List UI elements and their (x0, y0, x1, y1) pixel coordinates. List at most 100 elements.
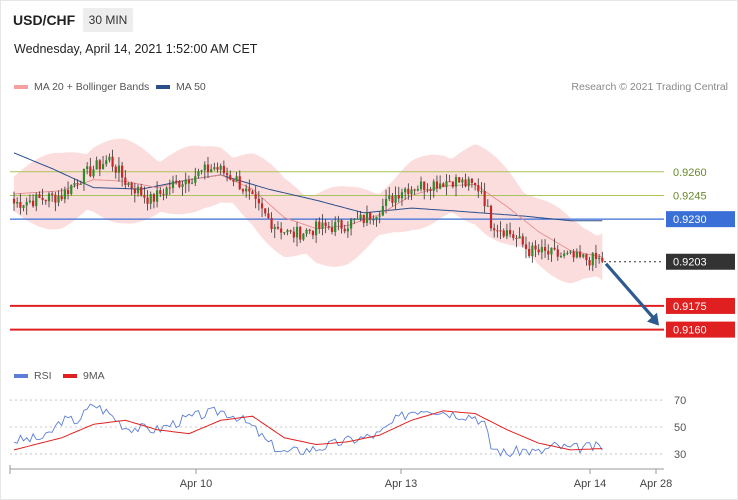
x-tick-label: Apr 10 (180, 478, 212, 490)
candle-body (588, 260, 591, 266)
candle-body (305, 229, 308, 234)
candle-body (25, 202, 28, 206)
candle-body (47, 193, 51, 202)
candle-body (483, 191, 486, 207)
candle-body (171, 180, 175, 189)
candle-body (86, 166, 89, 170)
candle-body (92, 169, 95, 177)
candle-body (127, 182, 130, 186)
candle-body (550, 247, 553, 255)
candle-body (267, 213, 270, 219)
candle-body (260, 203, 264, 209)
candle-body (435, 181, 439, 189)
candle-body (410, 189, 413, 195)
rsi-tick-label: 30 (674, 449, 686, 461)
x-tick-label: Apr 28 (640, 478, 672, 490)
candle-body (54, 194, 57, 203)
candle-body (63, 189, 66, 200)
candle-body (591, 252, 594, 266)
candle-body (461, 179, 464, 183)
candle-body (419, 181, 423, 190)
legend-rsi-label: RSI (34, 370, 52, 382)
candle-body (232, 179, 235, 182)
candle-body (89, 166, 92, 177)
candle-body (264, 208, 267, 214)
candle-body (289, 230, 292, 232)
forecast-arrow-head (647, 312, 659, 326)
candle-body (308, 229, 311, 232)
candle-body (190, 182, 194, 184)
candle-body (133, 188, 136, 194)
candle-body (210, 169, 213, 173)
candle-body (384, 198, 388, 206)
candle-body (372, 219, 375, 221)
candle-body (111, 156, 114, 167)
candle-body (388, 195, 391, 199)
candle-body (543, 247, 547, 251)
candle-body (51, 193, 54, 195)
candle-body (486, 205, 489, 207)
candle-body (149, 194, 152, 204)
candle-body (159, 190, 162, 194)
candle-body (79, 183, 82, 185)
candle-body (563, 253, 566, 256)
candle-body (168, 187, 171, 189)
candle-body (241, 189, 245, 192)
candle-body (556, 249, 559, 257)
candle-body (302, 233, 305, 240)
level-label-0.9175: 0.9175 (673, 301, 707, 313)
research-credit: Research © 2021 Trading Central (571, 81, 728, 93)
candle-body (426, 189, 429, 191)
candle-body (216, 167, 219, 170)
candle-body (270, 218, 273, 230)
candle-body (445, 181, 448, 188)
candle-body (76, 183, 79, 185)
legend-rsi: RSI (14, 370, 52, 382)
x-tick-label: Apr 14 (574, 478, 606, 490)
candle-body (105, 160, 108, 165)
candle-body (251, 191, 254, 195)
candle-body (470, 178, 474, 183)
timeframe-button[interactable]: 30 MIN (83, 8, 133, 32)
candle-body (299, 226, 302, 240)
ma50-swatch (156, 85, 170, 90)
candle-body (451, 181, 454, 187)
candle-body (178, 180, 181, 187)
candle-body (537, 249, 540, 253)
candle-body (534, 245, 537, 250)
candle-body (273, 226, 276, 230)
candle-body (547, 250, 550, 255)
symbol-title: USD/CHF (13, 12, 76, 28)
candle-body (219, 165, 222, 170)
candle-body (381, 205, 384, 216)
candle-body (108, 156, 111, 161)
candle-body (121, 165, 124, 178)
level-label-0.9245: 0.9245 (673, 190, 707, 202)
candle-body (505, 230, 508, 237)
candle-body (346, 228, 349, 232)
candle-body (73, 183, 76, 186)
candle-body (528, 248, 531, 257)
candle-body (44, 199, 47, 202)
candle-body (203, 164, 206, 171)
candle-body (200, 170, 203, 172)
candle-body (397, 195, 400, 199)
candle-body (521, 236, 524, 245)
candle-body (70, 185, 73, 195)
candle-body (369, 212, 372, 220)
candle-body (594, 252, 598, 259)
legend-ma20-label: MA 20 + Bollinger Bands (34, 81, 150, 93)
candle-body (423, 181, 426, 191)
datetime-label: Wednesday, April 14, 2021 1:52:00 AM CET (14, 42, 258, 56)
candle-body (194, 176, 197, 183)
candle-body (124, 177, 127, 186)
candle-body (213, 167, 216, 170)
candle-body (95, 160, 98, 170)
candle-body (566, 252, 569, 254)
candle-body (572, 251, 575, 258)
candle-body (480, 191, 483, 193)
candle-body (16, 201, 19, 204)
level-label-0.9260: 0.9260 (673, 167, 707, 179)
candle-body (349, 219, 353, 229)
